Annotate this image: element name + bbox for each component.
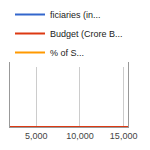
svg-text:10,000: 10,000 (66, 131, 94, 141)
svg-text:Budget (Crore B...: Budget (Crore B... (50, 29, 123, 39)
svg-text:ficiaries (in...: ficiaries (in... (50, 10, 101, 20)
svg-text:5,000: 5,000 (25, 131, 48, 141)
svg-text:% of S...: % of S... (50, 48, 84, 58)
svg-text:15,000: 15,000 (110, 131, 138, 141)
